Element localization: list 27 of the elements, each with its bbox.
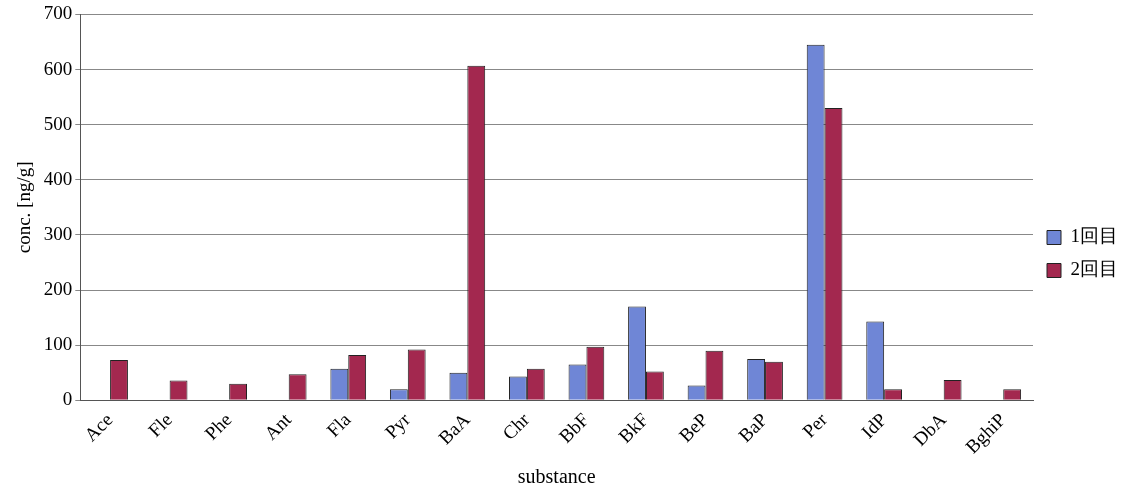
x-tick-label: BbF <box>554 408 593 447</box>
x-tick-label: Ant <box>260 408 296 444</box>
x-tick-label: BaA <box>434 408 474 449</box>
y-tick-label: 300 <box>43 222 73 244</box>
legend-label: 1回目 <box>1070 225 1118 247</box>
y-axis-title: conc. [ng/g] <box>13 161 35 254</box>
x-tick-label: Phe <box>200 408 236 444</box>
x-tick-label: BkF <box>614 408 653 447</box>
y-tick-label: 200 <box>43 278 73 300</box>
y-tick-label: 0 <box>62 388 73 410</box>
y-tick-label: 700 <box>43 2 73 24</box>
x-axis-title: substance <box>517 465 596 488</box>
x-tick-label: Per <box>798 408 832 442</box>
legend-label: 2回目 <box>1070 258 1118 280</box>
x-tick-label: Ace <box>79 408 117 446</box>
y-tick-label: 600 <box>43 57 73 79</box>
y-tick-label: 400 <box>43 167 73 189</box>
x-tick-label: DbA <box>909 408 951 450</box>
y-tick-label: 100 <box>43 333 73 355</box>
x-tick-label: Fle <box>143 408 176 441</box>
x-tick-label: Fla <box>322 408 355 441</box>
x-tick-label: BeP <box>674 408 712 447</box>
x-tick-label: Pyr <box>380 408 415 443</box>
y-tick-label: 500 <box>43 112 73 134</box>
x-tick-label: BaP <box>734 408 772 447</box>
x-tick-label: Chr <box>498 408 534 444</box>
x-tick-label: IdP <box>856 408 891 443</box>
